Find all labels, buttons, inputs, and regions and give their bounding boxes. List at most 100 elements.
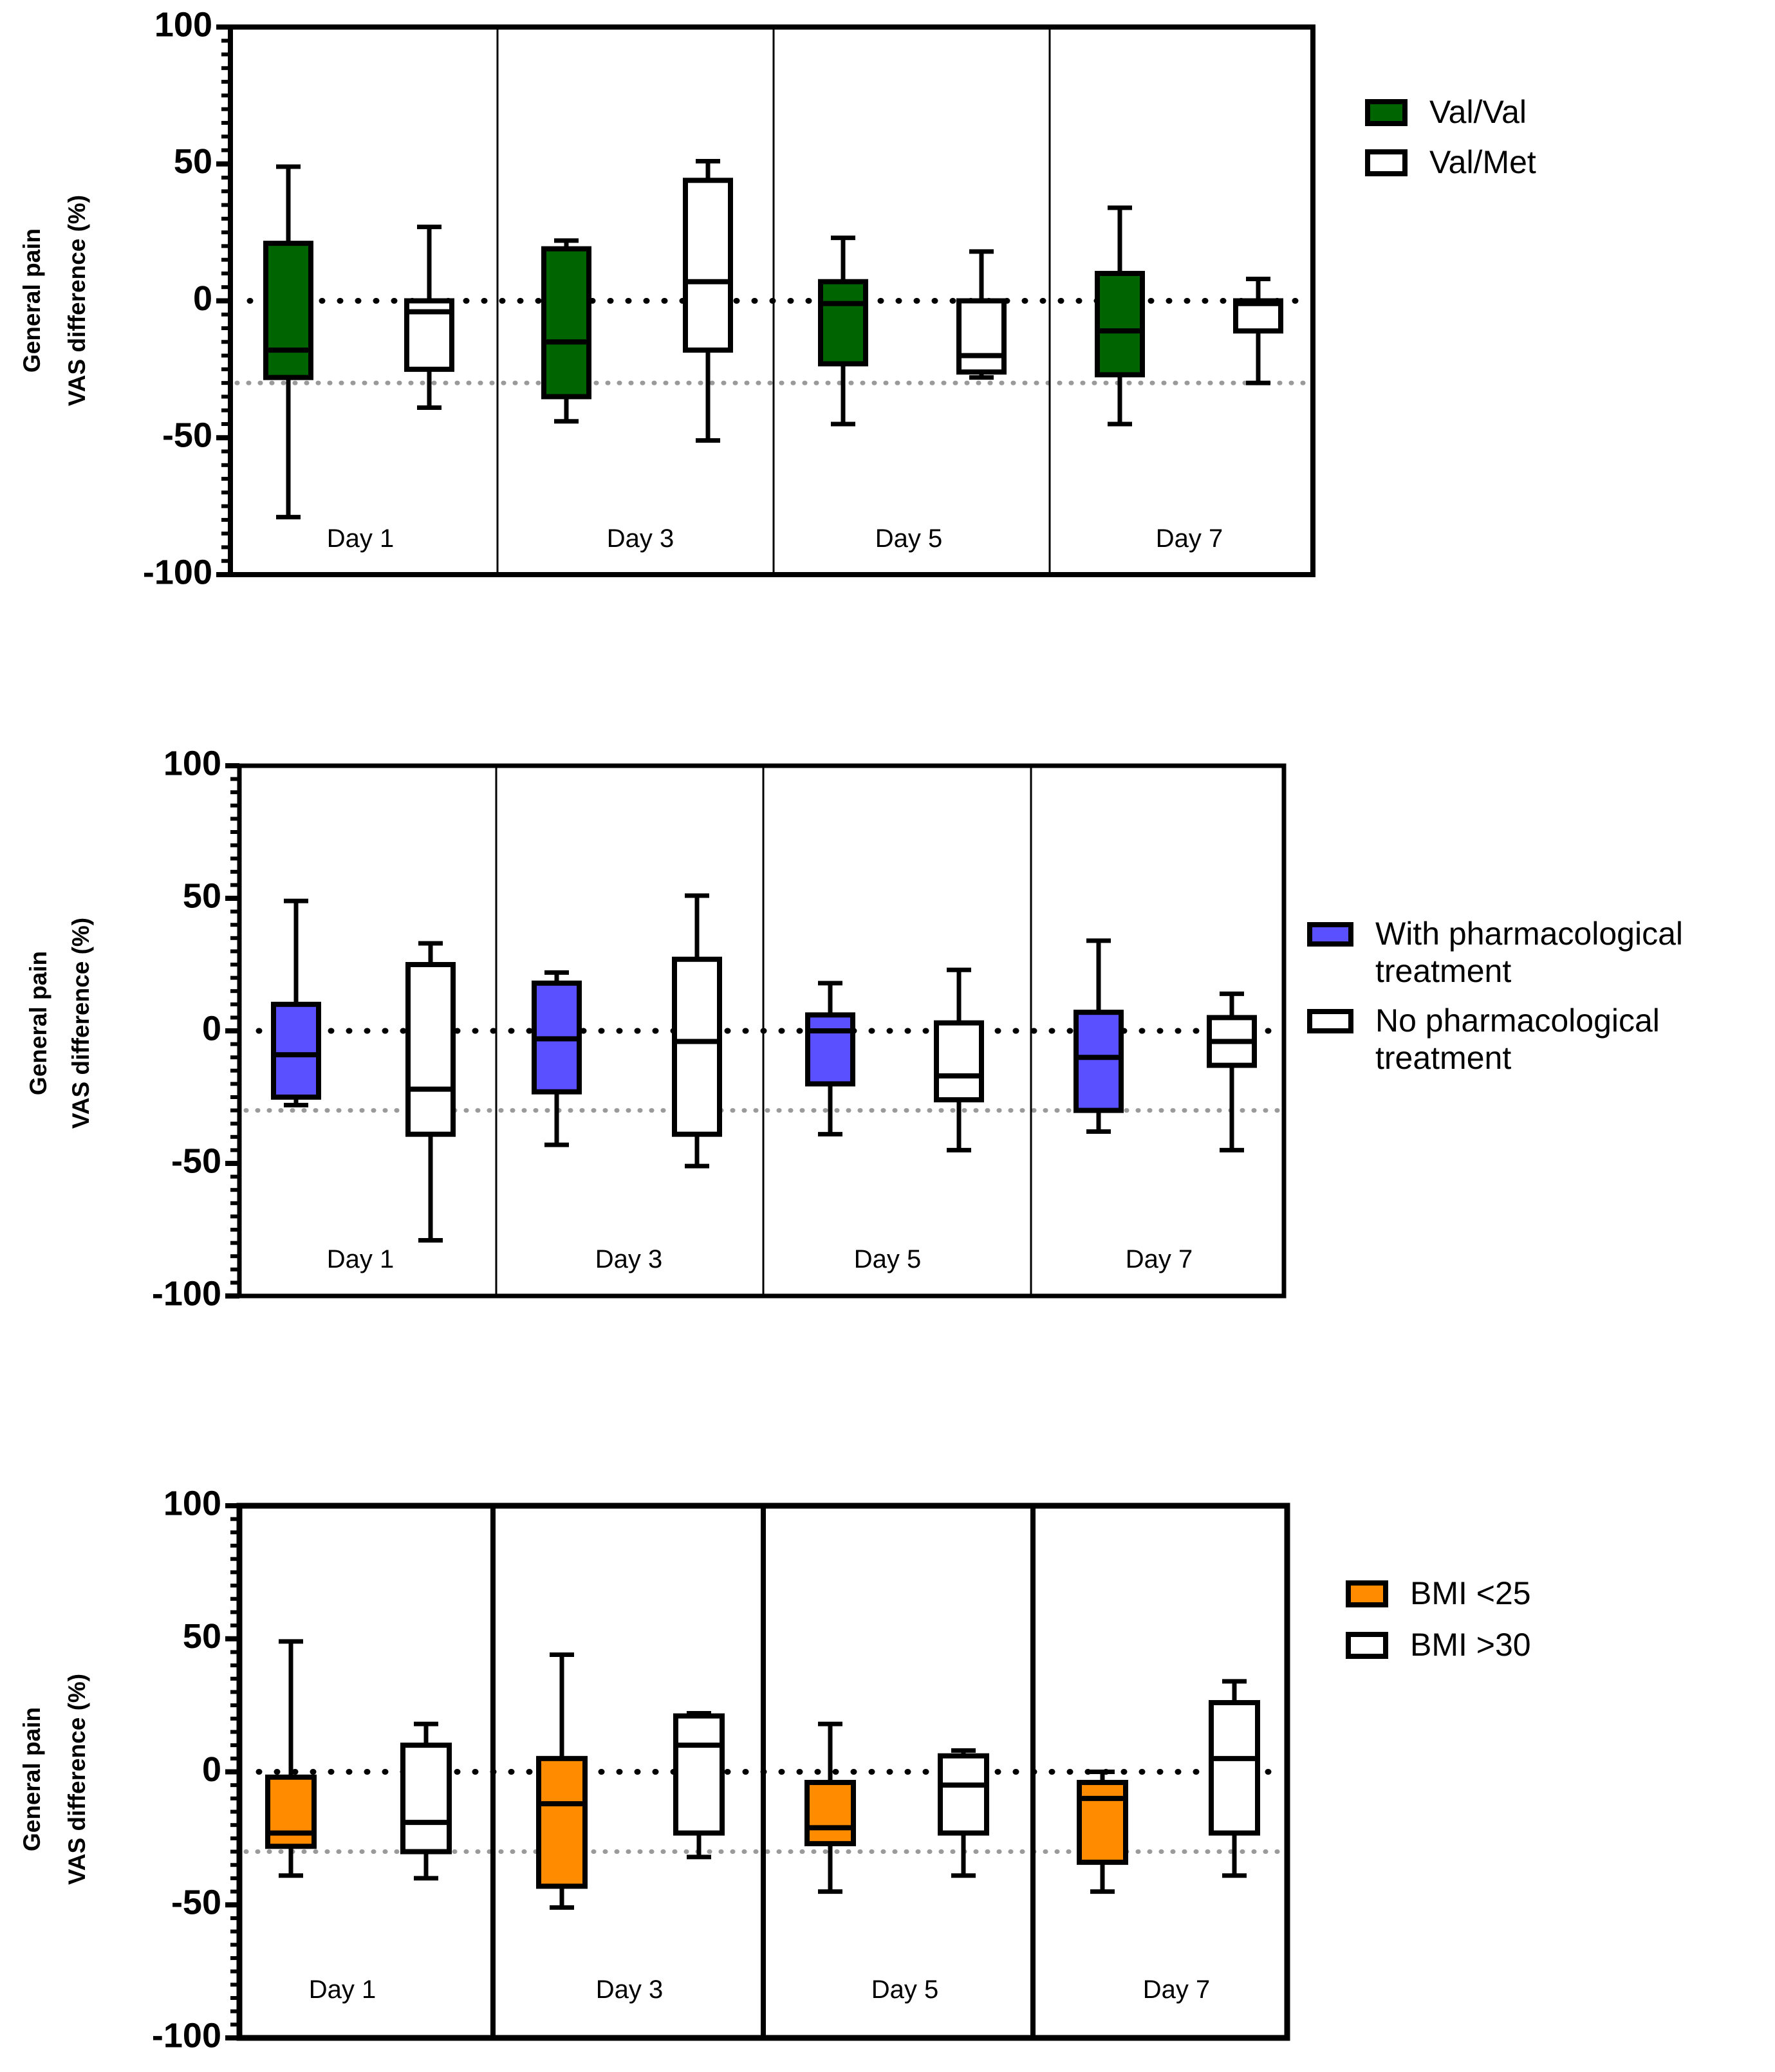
- plot-frame: [228, 24, 1315, 577]
- y-axis-label-line: VAS difference (%): [64, 195, 90, 406]
- legend-label: With pharmacological: [1375, 916, 1683, 952]
- day-label: Day 1: [309, 1975, 376, 2004]
- box-iqr: [541, 246, 591, 400]
- day-label: Day 7: [1156, 524, 1223, 553]
- box-iqr: [934, 1020, 984, 1103]
- box-bmi-25-day-2: [804, 1721, 856, 1894]
- box-val-val-day-1: [541, 238, 591, 424]
- day-label: Day 5: [854, 1245, 922, 1273]
- legend-swatch: [1365, 149, 1408, 176]
- box-with-pharmacological-treatment-day-3: [1073, 938, 1124, 1134]
- box-iqr: [263, 241, 313, 380]
- y-axis-label-line: General pain: [25, 951, 51, 1095]
- box-iqr: [265, 1774, 317, 1849]
- legend-entry: Val/Met: [1365, 144, 1536, 180]
- y-tick-label: -100: [152, 2016, 221, 2055]
- y-axis-label-line: General pain: [19, 228, 45, 373]
- y-tick-label: -50: [171, 1883, 221, 1922]
- y-tick-label: 50: [183, 1617, 221, 1656]
- y-tick-label: 100: [163, 1484, 221, 1522]
- legend-label: BMI >30: [1410, 1627, 1531, 1663]
- box-iqr: [956, 298, 1007, 375]
- box-iqr: [271, 1001, 321, 1100]
- box-iqr: [1095, 270, 1145, 378]
- box-val-met-day-1: [683, 158, 733, 443]
- day-label: Day 1: [327, 1245, 395, 1273]
- legend-label: treatment: [1375, 953, 1511, 989]
- legend-entry: BMI >30: [1346, 1627, 1531, 1663]
- plot-frame: [236, 1503, 1290, 2041]
- box-no-pharmacological-treatment-day-0: [405, 941, 456, 1243]
- y-tick-label: 100: [154, 5, 212, 44]
- y-axis-label-line: VAS difference (%): [68, 918, 94, 1129]
- box-no-pharmacological-treatment-day-3: [1207, 991, 1257, 1152]
- box-iqr: [672, 956, 722, 1137]
- legend-swatch: [1346, 1632, 1388, 1659]
- day-label: Day 3: [596, 1975, 664, 2004]
- box-bmi-25-day-0: [265, 1639, 317, 1878]
- box-iqr: [1073, 1010, 1124, 1113]
- y-tick-label: 50: [174, 142, 212, 181]
- y-axis-label-line: VAS difference (%): [64, 1674, 90, 1885]
- legend-label: Val/Met: [1429, 144, 1536, 180]
- box-bmi-25-day-3: [1077, 1770, 1128, 1894]
- y-axis-label-line: General pain: [19, 1707, 45, 1851]
- legend-swatch: [1307, 922, 1353, 947]
- box-val-val-day-3: [1095, 205, 1145, 427]
- box-val-met-day-0: [404, 225, 454, 410]
- legend-entry: BMI <25: [1346, 1575, 1531, 1611]
- box-iqr: [400, 1743, 452, 1855]
- box-bmi-30-day-3: [1209, 1679, 1260, 1878]
- day-label: Day 1: [327, 524, 395, 553]
- box-with-pharmacological-treatment-day-2: [805, 981, 855, 1137]
- day-label: Day 5: [871, 1975, 939, 2004]
- y-tick-label: -100: [152, 1274, 221, 1313]
- box-iqr: [804, 1780, 856, 1847]
- box-iqr: [683, 178, 733, 353]
- box-with-pharmacological-treatment-day-0: [271, 898, 321, 1107]
- legend-label: treatment: [1375, 1040, 1511, 1076]
- y-tick-label: 0: [202, 1750, 221, 1789]
- day-label: Day 5: [875, 524, 943, 553]
- box-iqr: [818, 279, 868, 367]
- y-tick-label: 50: [183, 876, 221, 915]
- box-no-pharmacological-treatment-day-2: [934, 967, 984, 1152]
- chart-panel-1: General pain VAS difference (%) 100 50 0 -50 -…: [19, 5, 1536, 591]
- box-with-pharmacological-treatment-day-1: [532, 970, 582, 1147]
- y-tick-label: -50: [162, 416, 212, 455]
- box-bmi-30-day-1: [673, 1711, 725, 1860]
- chart-panel-2: General pain VAS difference (%) 100 50 0 -50 -…: [25, 744, 1683, 1313]
- box-iqr: [405, 962, 456, 1137]
- day-label: Day 7: [1126, 1245, 1193, 1273]
- box-val-val-day-2: [818, 236, 868, 427]
- day-label: Day 7: [1143, 1975, 1211, 2004]
- y-tick-label: -50: [171, 1142, 221, 1180]
- legend-swatch: [1307, 1009, 1353, 1033]
- legend-entry: Val/Val: [1365, 94, 1527, 130]
- box-val-val-day-0: [263, 164, 313, 520]
- legend-swatch: [1365, 99, 1408, 126]
- legend-label: BMI <25: [1410, 1575, 1531, 1611]
- box-bmi-30-day-2: [938, 1748, 989, 1878]
- box-bmi-25-day-1: [536, 1652, 588, 1910]
- box-iqr: [805, 1012, 855, 1087]
- y-tick-label: 0: [193, 279, 212, 318]
- day-label: Day 3: [607, 524, 674, 553]
- y-tick-label: 100: [163, 744, 221, 782]
- day-label: Day 3: [595, 1245, 663, 1273]
- legend-label: No pharmacological: [1375, 1003, 1660, 1039]
- box-iqr: [1077, 1780, 1128, 1865]
- box-iqr: [673, 1713, 725, 1836]
- box-iqr: [536, 1755, 588, 1889]
- y-tick-label: -100: [143, 553, 212, 591]
- plot-frame: [237, 763, 1287, 1299]
- box-no-pharmacological-treatment-day-1: [672, 893, 722, 1169]
- y-tick-label: 0: [202, 1009, 221, 1048]
- box-val-met-day-2: [956, 249, 1007, 380]
- box-iqr: [938, 1753, 989, 1836]
- legend-swatch: [1346, 1580, 1388, 1607]
- box-val-met-day-3: [1233, 276, 1283, 385]
